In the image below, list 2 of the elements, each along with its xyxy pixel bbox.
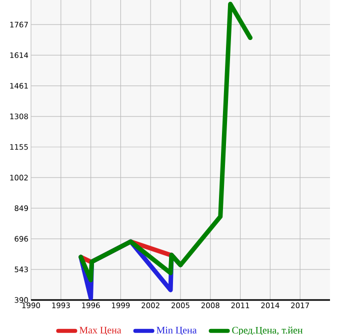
line-series bbox=[78, 2, 253, 282]
legend-label: Max Цена bbox=[79, 326, 122, 335]
